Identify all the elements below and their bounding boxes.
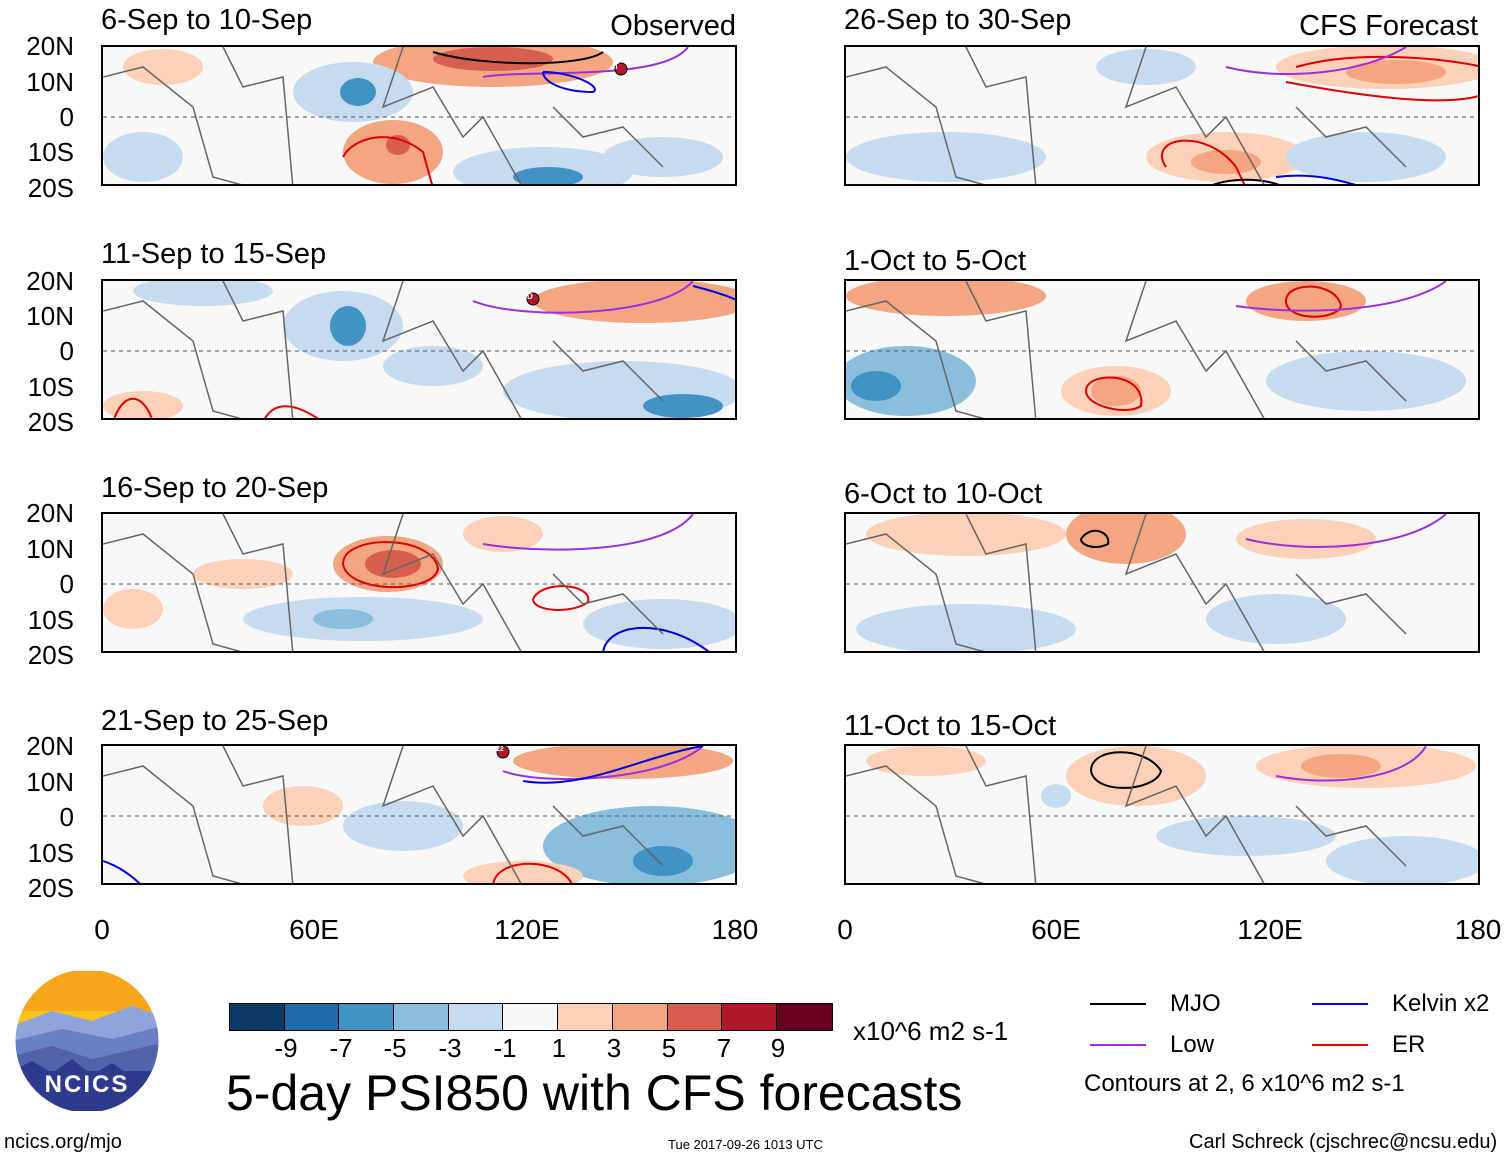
colorbar-swatch [339, 1004, 395, 1030]
colorbar [229, 1003, 833, 1031]
colorbar-swatch [503, 1004, 559, 1030]
lat-label: 10S [27, 372, 74, 402]
map-panel-6 [844, 279, 1480, 420]
lon-label: 180 [711, 914, 759, 945]
map-panel-3 [101, 512, 737, 653]
panel-title-5: 26-Sep to 30-Sep [844, 4, 1072, 36]
panel-title-2: 11-Sep to 15-Sep [101, 238, 327, 270]
legend-note: Contours at 2, 6 x10^6 m2 s-1 [1084, 1070, 1405, 1097]
lat-label: 20N [26, 31, 74, 61]
lat-label: 0 [59, 802, 74, 832]
lat-label: 10N [26, 534, 74, 564]
colorbar-tick: -9 [274, 1033, 298, 1063]
lat-label: 10S [27, 137, 74, 167]
lat-label: 20N [26, 498, 74, 528]
map-panel-1 [101, 45, 737, 186]
legend-label-kelvin: Kelvin x2 [1392, 990, 1490, 1017]
lat-label: 10S [27, 838, 74, 868]
legend-label-mjo: MJO [1170, 990, 1221, 1017]
map-panel-5 [844, 45, 1480, 186]
colorbar-tick: 5 [661, 1033, 677, 1063]
storm-marker-label: D [527, 292, 533, 301]
lat-label: 10N [26, 67, 74, 97]
colorbar-swatch [448, 1004, 504, 1030]
panel-title-4: 21-Sep to 25-Sep [101, 705, 329, 737]
logo-text: NCICS [44, 1071, 130, 1098]
colorbar-swatch [776, 1004, 832, 1030]
lat-label: 20N [26, 266, 74, 296]
colorbar-swatch [230, 1004, 285, 1030]
legend-label-er: ER [1392, 1031, 1426, 1058]
lat-label: 20S [27, 873, 74, 903]
lat-label: 20S [27, 640, 74, 670]
lat-label: 0 [59, 336, 74, 366]
lat-label: 0 [59, 102, 74, 132]
colorbar-swatch [667, 1004, 723, 1030]
legend-label-low: Low [1170, 1031, 1215, 1058]
lon-label: 60E [1031, 914, 1081, 945]
lon-label: 60E [289, 914, 339, 945]
colorbar-tick: -7 [329, 1033, 353, 1063]
panel-title-3: 16-Sep to 20-Sep [101, 472, 329, 504]
panel-label-forecast: CFS Forecast [1299, 10, 1478, 42]
lon-label: 0 [837, 914, 853, 945]
colorbar-tick: 1 [551, 1033, 567, 1063]
legend-line-er [1312, 1044, 1368, 1046]
colorbar-swatch [612, 1004, 668, 1030]
lon-label: 180 [1454, 914, 1502, 945]
map-panel-2 [101, 279, 737, 420]
lat-label: 20S [27, 173, 74, 203]
ncics-logo: NCICS [12, 968, 162, 1114]
footer-link[interactable]: ncics.org/mjo [4, 1131, 122, 1153]
colorbar-swatch [558, 1004, 613, 1030]
colorbar-tick: -3 [438, 1033, 462, 1063]
main-title: 5-day PSI850 with CFS forecasts [226, 1065, 963, 1121]
panel-title-7: 6-Oct to 10-Oct [844, 478, 1043, 510]
map-panel-4 [101, 744, 737, 885]
lat-label: 10S [27, 605, 74, 635]
panel-title-6: 1-Oct to 5-Oct [844, 245, 1027, 277]
map-panel-7 [844, 512, 1480, 653]
storm-marker-label: T [614, 62, 619, 71]
lat-label: 10N [26, 767, 74, 797]
legend-line-kelvin [1312, 1003, 1368, 1005]
colorbar-unit: x10^6 m2 s-1 [853, 1016, 1009, 1046]
colorbar-tick: 7 [716, 1033, 732, 1063]
lat-label: 10N [26, 301, 74, 331]
colorbar-tick: -5 [383, 1033, 407, 1063]
colorbar-swatch [394, 1004, 449, 1030]
lon-label: 120E [494, 914, 560, 945]
panel-label-observed: Observed [610, 10, 736, 42]
panel-title-1: 6-Sep to 10-Sep [101, 4, 313, 36]
colorbar-tick: 3 [606, 1033, 622, 1063]
panel-title-8: 11-Oct to 15-Oct [844, 710, 1057, 742]
lat-label: 0 [59, 569, 74, 599]
footer-timestamp: Tue 2017-09-26 1013 UTC [668, 1137, 823, 1152]
colorbar-swatch [722, 1004, 777, 1030]
storm-marker-label: 22 [496, 746, 504, 753]
footer-credit: Carl Schreck (cjschrec@ncsu.edu) [1189, 1131, 1498, 1153]
map-panel-8 [844, 744, 1480, 885]
legend-line-low [1090, 1044, 1146, 1046]
colorbar-tick: 9 [770, 1033, 786, 1063]
legend-line-mjo [1090, 1003, 1146, 1005]
lat-label: 20N [26, 731, 74, 761]
lat-label: 20S [27, 407, 74, 437]
lon-label: 120E [1237, 914, 1303, 945]
colorbar-tick: -1 [493, 1033, 517, 1063]
colorbar-swatch [284, 1004, 340, 1030]
lon-label: 0 [94, 914, 110, 945]
